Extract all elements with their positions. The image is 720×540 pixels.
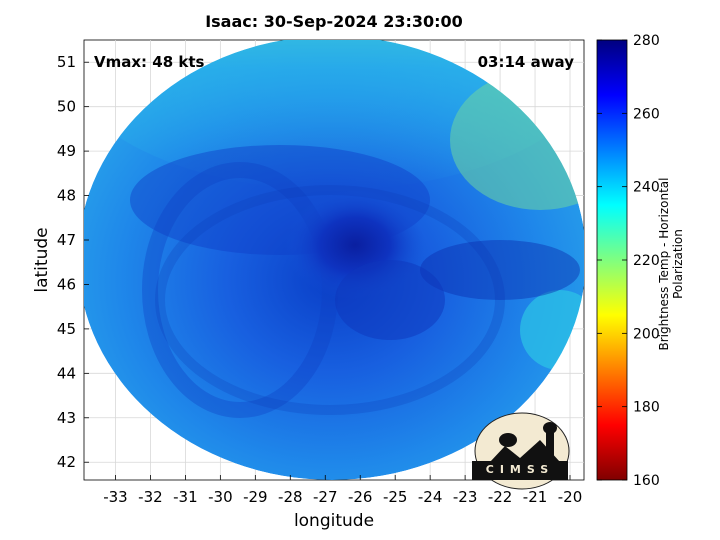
microwave-swath — [84, 40, 584, 480]
vmax-label: Vmax: 48 kts — [94, 53, 205, 71]
chart-title: Isaac: 30-Sep-2024 23:30:00 — [205, 12, 463, 31]
x-tick-label: -24 — [418, 488, 443, 506]
x-tick-label: -22 — [488, 488, 513, 506]
x-tick-label: -23 — [453, 488, 478, 506]
colorbar-tick-label: 280 — [633, 33, 660, 49]
colorbar-tick-label: 240 — [633, 180, 660, 196]
x-tick-label: -21 — [523, 488, 548, 506]
time-away-label: 03:14 away — [477, 53, 574, 71]
colorbar: 160 180 200 220 240 260 280 — [596, 33, 660, 489]
x-tick-label: -33 — [103, 488, 128, 506]
colorbar-tick-label: 260 — [633, 106, 660, 122]
x-axis-label: longitude — [293, 511, 375, 531]
y-tick-label: 42 — [57, 453, 76, 471]
y-tick-label: 45 — [57, 320, 76, 338]
y-tick-label: 44 — [57, 364, 76, 382]
y-tick-label: 47 — [57, 231, 76, 249]
colorbar-tick-label: 180 — [633, 400, 660, 416]
x-tick-label: -29 — [243, 488, 268, 506]
y-axis: 42 43 44 45 46 47 48 49 50 51 — [57, 53, 89, 471]
y-tick-label: 43 — [57, 409, 76, 427]
y-tick-label: 49 — [57, 142, 76, 160]
colorbar-tick-label: 200 — [633, 326, 660, 342]
x-tick-label: -28 — [278, 488, 303, 506]
y-tick-label: 51 — [57, 53, 76, 71]
colorbar-label: Brightness Temp - Horizontal Polarizatio… — [657, 177, 685, 351]
colorbar-tick-label: 160 — [633, 473, 660, 489]
x-tick-label: -25 — [383, 488, 408, 506]
y-tick-label: 46 — [57, 275, 76, 293]
x-tick-label: -27 — [313, 488, 338, 506]
x-tick-label: -32 — [138, 488, 163, 506]
x-tick-label: -30 — [208, 488, 233, 506]
y-tick-label: 48 — [57, 187, 76, 205]
x-axis: -33 -32 -31 -30 -29 -28 -27 -26 -25 -24 -23 -22 -21-… — [103, 475, 582, 506]
cimss-logo — [472, 412, 570, 490]
y-tick-label: 50 — [57, 98, 76, 116]
x-tick-label: -26 — [348, 488, 373, 506]
y-axis-label: latitude — [32, 227, 52, 293]
x-tick-label: -20 — [558, 488, 583, 506]
logo-text: CIMSS — [485, 463, 555, 476]
colorbar-tick-label: 220 — [633, 253, 660, 269]
x-tick-label: -31 — [173, 488, 198, 506]
